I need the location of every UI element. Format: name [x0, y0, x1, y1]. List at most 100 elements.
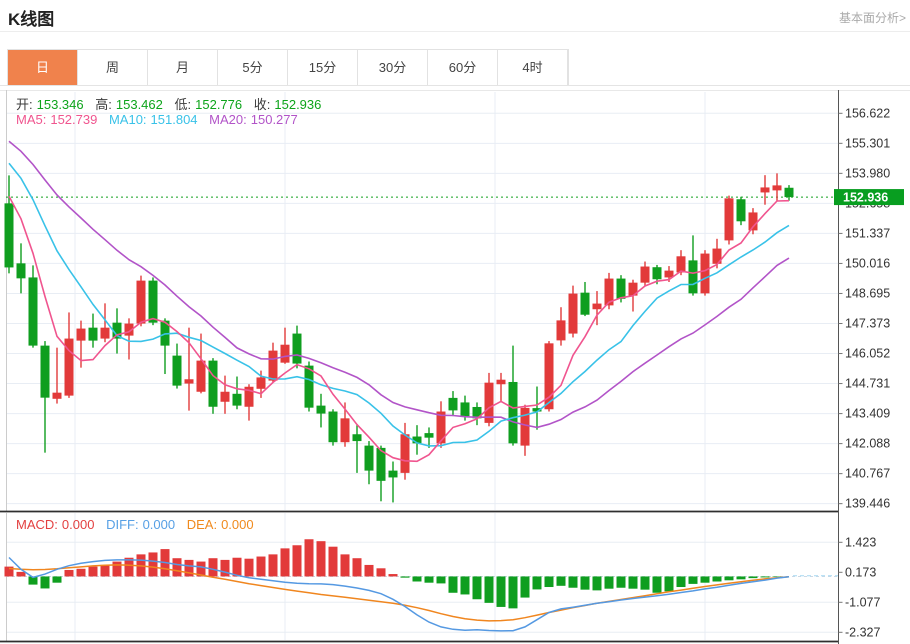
tab-4hour[interactable]: 4时: [498, 50, 568, 85]
dea-value: 0.000: [221, 517, 254, 532]
macd-bar: [400, 576, 410, 578]
price-tick-label: 153.980: [845, 166, 890, 180]
close-label: 收:: [253, 97, 271, 112]
macd-legend: MACD: 0.000 DIFF: 0.000 DEA: 0.000: [16, 517, 262, 532]
current-price-badge: [834, 189, 904, 206]
macd-bar: [88, 566, 98, 577]
ma20-value: 150.277: [250, 112, 298, 127]
macd-bar: [544, 576, 554, 588]
ma10-label: MA10:: [108, 112, 147, 127]
macd-bar: [316, 541, 326, 577]
macd-bar: [16, 571, 26, 577]
ma10-line: [8, 162, 790, 447]
macd-bar: [40, 576, 50, 589]
macd-bar: [208, 558, 218, 577]
candle-body: [328, 411, 338, 443]
macd-tick-label: 1.423: [845, 535, 876, 549]
header-divider: [0, 31, 910, 32]
candle-body: [316, 405, 326, 414]
macd-bar: [748, 576, 758, 579]
candle-body: [460, 402, 470, 417]
diff-label: DIFF:: [106, 517, 139, 532]
ma10-value: 151.804: [150, 112, 198, 127]
macd-tick-label: -1.077: [845, 595, 880, 609]
candle-body: [760, 187, 770, 193]
macd-bar: [628, 576, 638, 589]
macd-tick-label: -2.327: [845, 625, 880, 639]
candle-body: [544, 343, 554, 410]
macd-value: 0.000: [61, 517, 95, 532]
candle-body: [364, 445, 374, 471]
macd-bar: [652, 576, 662, 593]
macd-bar: [568, 576, 578, 588]
candle-body: [124, 323, 134, 336]
price-tick-label: 143.409: [845, 407, 890, 421]
macd-bar: [112, 561, 122, 577]
price-tick-label: 148.695: [845, 286, 890, 300]
macd-bar: [412, 576, 422, 582]
candle-body: [100, 327, 110, 339]
macd-bar: [352, 558, 362, 577]
macd-bar: [100, 564, 110, 577]
open-value: 153.346: [36, 97, 84, 112]
candle-body: [652, 267, 662, 280]
candle-body: [16, 263, 26, 279]
candle-body: [28, 277, 38, 346]
macd-bar: [172, 558, 182, 577]
macd-bar: [508, 576, 518, 609]
tab-day[interactable]: 日: [8, 50, 78, 85]
price-tick-label: 140.767: [845, 467, 890, 481]
macd-bar: [436, 576, 446, 584]
tab-15min[interactable]: 15分: [288, 50, 358, 85]
ma5-label: MA5:: [16, 112, 47, 127]
candle-body: [184, 379, 194, 384]
candle-body: [400, 434, 410, 473]
macd-bar: [448, 576, 458, 593]
candle-body: [244, 386, 254, 407]
tab-5min[interactable]: 5分: [218, 50, 288, 85]
macd-bar: [592, 576, 602, 591]
period-tab-strip: 日 周 月 5分 15分 30分 60分 4时: [7, 49, 569, 86]
candle-body: [256, 377, 266, 389]
candle-body: [724, 198, 734, 241]
candle-body: [304, 365, 314, 408]
candle-body: [508, 381, 518, 444]
candle-body: [448, 397, 458, 411]
macd-bar: [268, 554, 278, 577]
candle-body: [604, 278, 614, 306]
candle-body: [520, 407, 530, 446]
low-value: 152.776: [195, 97, 243, 112]
page-title: K线图: [8, 10, 55, 29]
candle-body: [136, 280, 146, 324]
tab-month[interactable]: 月: [148, 50, 218, 85]
tab-60min[interactable]: 60分: [428, 50, 498, 85]
candle-body: [64, 338, 74, 396]
ma20-line: [8, 140, 790, 429]
macd-bar: [604, 576, 614, 589]
candle-body: [568, 293, 578, 334]
fundamental-analysis-link[interactable]: 基本面分析>: [838, 11, 906, 25]
close-value: 152.936: [274, 97, 322, 112]
candle-body: [676, 256, 686, 273]
candle-body: [580, 292, 590, 315]
ma20-label: MA20:: [209, 112, 247, 127]
macd-bar: [340, 554, 350, 577]
macd-tick-label: 0.173: [845, 565, 876, 579]
candle-body: [172, 355, 182, 386]
candle-body: [496, 379, 506, 385]
candle-body: [484, 382, 494, 423]
tab-week[interactable]: 周: [78, 50, 148, 85]
price-chart-canvas[interactable]: 156.622155.301153.980152.658151.337150.0…: [0, 90, 910, 513]
macd-bar: [724, 576, 734, 581]
candle-body: [352, 434, 362, 442]
macd-bar: [424, 576, 434, 583]
tab-30min[interactable]: 30分: [358, 50, 428, 85]
candle-body: [532, 408, 542, 412]
candle-body: [148, 280, 158, 323]
macd-bar: [520, 576, 530, 598]
macd-chart-canvas[interactable]: 1.423 0.173 -1.077 -2.327: [0, 513, 910, 644]
macd-bar: [292, 545, 302, 577]
candle-body: [220, 391, 230, 402]
price-tick-label: 142.088: [845, 437, 890, 451]
